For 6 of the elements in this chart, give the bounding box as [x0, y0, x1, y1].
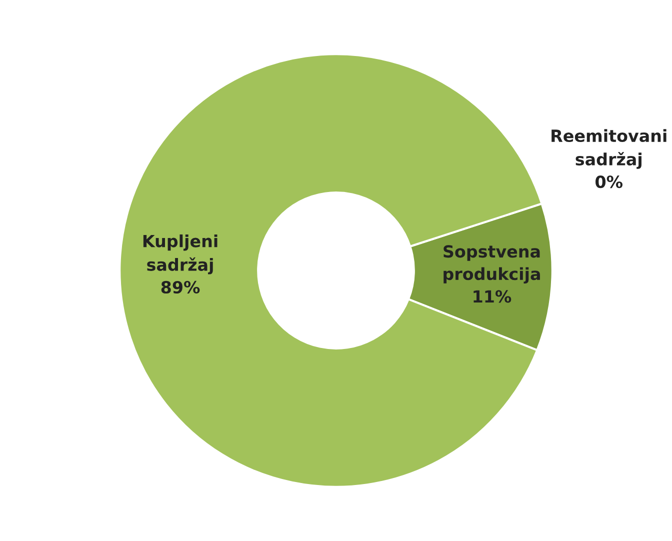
slice-label: Kupljeni sadržaj: [143, 234, 218, 274]
text: 0%: [596, 176, 622, 188]
slice-label: Sopstvena produkcija: [444, 245, 540, 284]
category-label: Reemitovani sadržaj: [552, 129, 666, 169]
data-label: 89%: [161, 280, 200, 294]
data-label: 11%: [474, 290, 512, 303]
